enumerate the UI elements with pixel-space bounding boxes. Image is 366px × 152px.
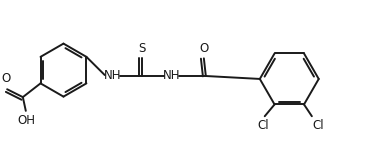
Text: NH: NH: [104, 69, 121, 83]
Text: NH: NH: [163, 69, 180, 83]
Text: S: S: [138, 42, 146, 55]
Text: Cl: Cl: [312, 119, 324, 132]
Text: OH: OH: [18, 114, 36, 127]
Text: Cl: Cl: [257, 119, 269, 132]
Text: O: O: [199, 42, 209, 55]
Text: O: O: [1, 72, 11, 85]
